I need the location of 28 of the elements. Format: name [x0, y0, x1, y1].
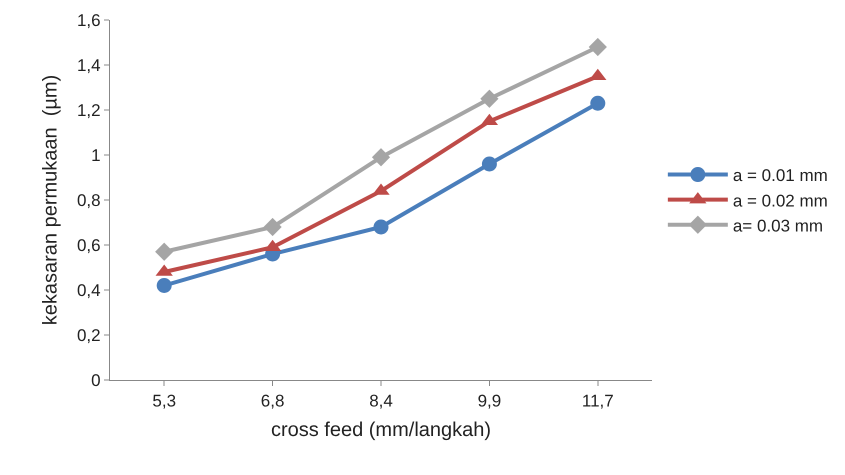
point — [588, 38, 607, 56]
legend-label: a = 0.02 mm — [732, 191, 828, 210]
x-tick-label: 11,7 — [582, 391, 614, 410]
y-tick-label: 0,2 — [76, 326, 101, 345]
point — [372, 148, 390, 166]
y-axis-title: kekasaran permukaan (µm) — [39, 74, 62, 326]
x-tick-label: 8,4 — [369, 391, 393, 410]
point — [155, 242, 174, 261]
point — [482, 156, 497, 172]
point — [590, 96, 606, 111]
y-tick-label: 0 — [91, 370, 101, 390]
y-tick-label: 1,6 — [76, 10, 101, 30]
y-tick-label: 1 — [91, 146, 101, 165]
y-tick-label: 0,6 — [76, 236, 101, 255]
x-axis-title: cross feed (mm/langkah) — [270, 418, 492, 441]
point — [374, 220, 388, 234]
y-tick-label: 0,8 — [76, 190, 101, 210]
legend-label: a= 0.03 mm — [732, 216, 824, 236]
x-tick-label: 5,3 — [152, 391, 176, 410]
x-tick-label: 9,9 — [478, 391, 502, 410]
point — [264, 218, 282, 236]
legend-label: a = 0.01 mm — [732, 166, 828, 186]
y-tick-label: 1,2 — [76, 100, 101, 120]
point — [156, 278, 172, 293]
x-tick-label: 6,8 — [260, 391, 284, 410]
y-tick-label: 0,4 — [76, 280, 101, 300]
y-tick-label: 1,4 — [76, 56, 101, 75]
point — [480, 90, 498, 108]
